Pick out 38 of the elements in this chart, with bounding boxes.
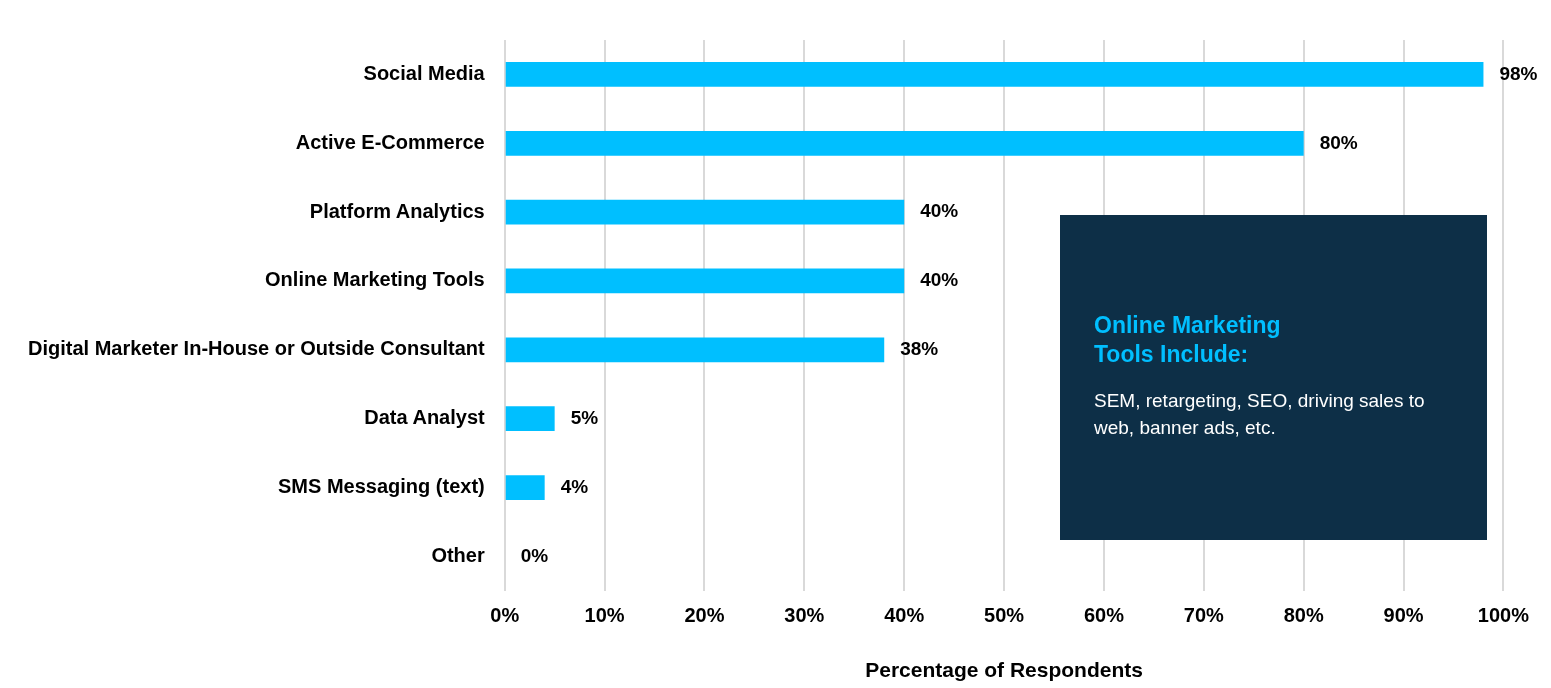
bar: [505, 406, 555, 432]
data-label: 40%: [920, 200, 959, 222]
x-tick-label: 90%: [1383, 604, 1424, 627]
x-tick-label: 0%: [490, 604, 520, 627]
y-tick-label: Online Marketing Tools: [265, 268, 485, 291]
data-label: 38%: [900, 338, 939, 360]
data-label: 5%: [570, 406, 599, 428]
bar: [505, 475, 545, 500]
annotation: SEM, retargeting, SEO, driving sales to web, banner ads, etc.: [1094, 389, 1426, 440]
x-tick-label: 50%: [984, 604, 1025, 627]
x-tick-label: 20%: [684, 604, 725, 627]
data-label: 0%: [520, 544, 549, 566]
text-card: Online Marketing Tools Include: SEM, retargeting, SEO, driving sales to web, banner ads, etc.: [1060, 215, 1487, 540]
bar: [505, 337, 885, 363]
x-tick-label: 100%: [1477, 604, 1530, 627]
x-tick-label: 60%: [1083, 604, 1125, 627]
bar: [505, 62, 1484, 87]
y-tick-label: Digital Marketer In-House or Outside Consultant: [28, 337, 486, 360]
y-tick-label: Active E-Commerce: [295, 130, 485, 153]
x-tick-label: 80%: [1283, 604, 1324, 627]
bar: [505, 268, 905, 294]
y-tick-label: Data Analyst: [364, 406, 486, 429]
x-axis-title: Percentage of Respondents: [865, 658, 1143, 682]
y-tick-label: Platform Analytics: [309, 199, 485, 222]
data-label: 40%: [920, 269, 959, 291]
data-label: 98%: [1499, 62, 1538, 84]
data-label: 4%: [560, 475, 589, 497]
x-tick-label: 30%: [784, 604, 825, 627]
data-label: 80%: [1319, 131, 1358, 153]
bar: [505, 130, 1304, 156]
y-tick-label: Social Media: [363, 61, 486, 84]
x-tick-label: 70%: [1183, 604, 1225, 627]
bar: [505, 199, 905, 225]
x-tick-label: 10%: [584, 604, 625, 627]
x-tick-label: 40%: [884, 604, 925, 627]
annotation: Online Marketing Tools Include:: [1094, 311, 1282, 369]
y-tick-label: Other: [431, 543, 485, 566]
y-tick-label: SMS Messaging (text): [278, 475, 485, 498]
